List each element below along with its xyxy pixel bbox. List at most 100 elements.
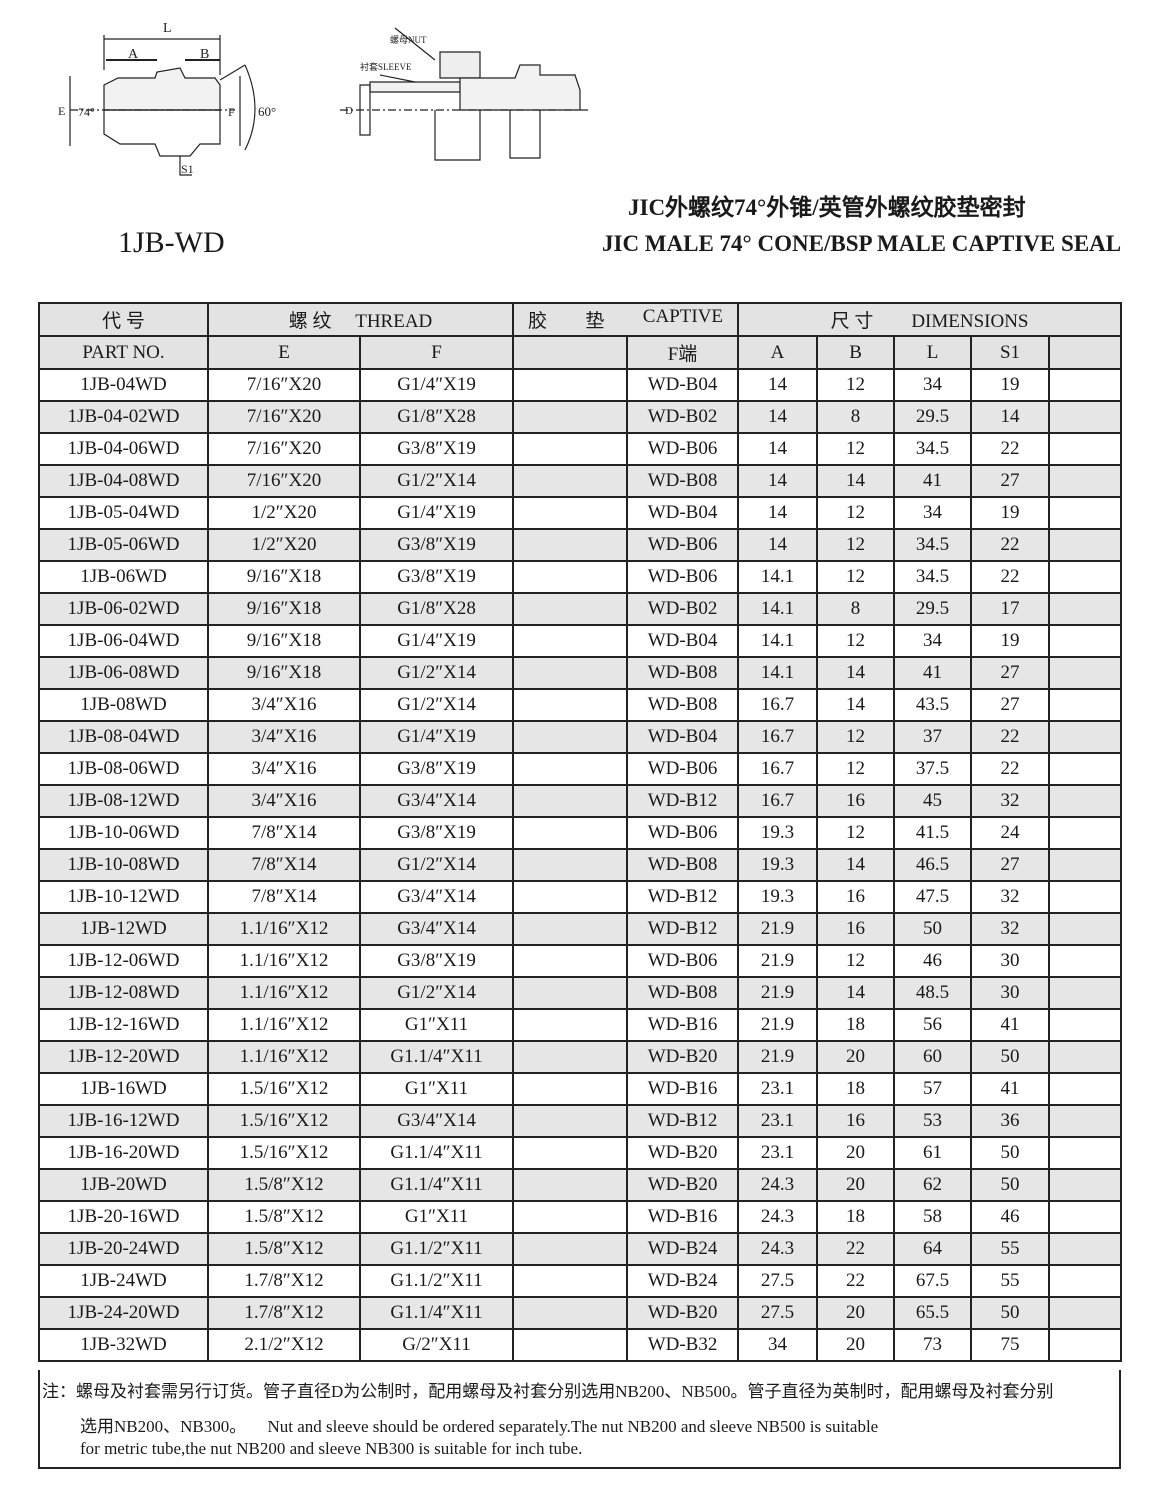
cell-dim-a: 21.9: [737, 944, 819, 978]
cell-empty: [512, 1040, 629, 1074]
cell-thread-f: G3/8″X19: [358, 560, 515, 594]
cell-empty: [512, 592, 629, 626]
header-captive-en: CAPTIVE: [642, 306, 724, 327]
cell-thread-f: G1/8″X28: [358, 400, 515, 434]
cell-empty: [1048, 496, 1123, 530]
cell-thread-e: 7/16″X20: [207, 368, 361, 402]
cell-thread-e: 3/4″X16: [207, 784, 361, 818]
cell-empty: [1048, 1296, 1123, 1330]
cell-part-no: 1JB-16-12WD: [38, 1104, 209, 1138]
cell-part-no: 1JB-05-06WD: [38, 528, 209, 562]
cell-dim-s1: 22: [970, 560, 1051, 594]
cell-captive-f-end: WD-B06: [626, 432, 740, 466]
cell-empty: [512, 1008, 629, 1042]
label-L: L: [163, 21, 172, 36]
cell-thread-e: 3/4″X16: [207, 752, 361, 786]
cell-thread-e: 1/2″X20: [207, 528, 361, 562]
cell-dim-l: 41.5: [893, 816, 973, 850]
cell-dim-a: 21.9: [737, 912, 819, 946]
cell-dim-b: 18: [816, 1072, 896, 1106]
cell-dim-s1: 32: [970, 784, 1051, 818]
cell-empty: [512, 368, 629, 402]
cell-dim-s1: 46: [970, 1200, 1051, 1234]
cell-thread-f: G3/4″X14: [358, 1104, 515, 1138]
cell-empty: [1048, 720, 1123, 754]
cell-thread-e: 1.1/16″X12: [207, 1040, 361, 1074]
cell-captive-f-end: WD-B02: [626, 400, 740, 434]
cell-empty: [1048, 592, 1123, 626]
cell-empty: [1048, 400, 1123, 434]
cell-dim-l: 43.5: [893, 688, 973, 722]
cell-empty: [1048, 624, 1123, 658]
cell-thread-e: 3/4″X16: [207, 688, 361, 722]
note-line-1: 注：螺母及衬套需另行订货。管子直径D为公制时，配用螺母及衬套分别选用NB200、…: [42, 1382, 1054, 1401]
table-row: 1JB-16-20WD 1.5/16″X12 G1.1/4″X11 WD-B20 23.…: [38, 1136, 1123, 1170]
cell-empty: [512, 720, 629, 754]
cell-thread-e: 9/16″X18: [207, 560, 361, 594]
cell-thread-f: G1/4″X19: [358, 496, 515, 530]
cell-dim-b: 20: [816, 1040, 896, 1074]
cell-thread-f: G1.1/2″X11: [358, 1232, 515, 1266]
cell-dim-s1: 22: [970, 720, 1051, 754]
cell-dim-a: 21.9: [737, 976, 819, 1010]
cell-empty: [1048, 1040, 1123, 1074]
cell-thread-f: G3/8″X19: [358, 528, 515, 562]
cell-captive-f-end: WD-B08: [626, 656, 740, 690]
cell-thread-f: G1/4″X19: [358, 368, 515, 402]
cell-part-no: 1JB-20WD: [38, 1168, 209, 1202]
header-F: F: [358, 335, 515, 370]
cell-captive-f-end: WD-B20: [626, 1296, 740, 1330]
label-E: E: [58, 104, 65, 118]
cell-dim-s1: 14: [970, 400, 1051, 434]
cell-empty: [512, 1168, 629, 1202]
cell-empty: [512, 1104, 629, 1138]
cell-dim-a: 19.3: [737, 816, 819, 850]
cell-empty: [512, 912, 629, 946]
cell-dim-l: 50: [893, 912, 973, 946]
cell-captive-f-end: WD-B16: [626, 1008, 740, 1042]
cell-captive-f-end: WD-B04: [626, 624, 740, 658]
cell-dim-a: 34: [737, 1328, 819, 1362]
cell-part-no: 1JB-08-12WD: [38, 784, 209, 818]
table-row: 1JB-06-04WD 9/16″X18 G1/4″X19 WD-B04 14.1 12 3…: [38, 624, 1123, 658]
header-thread-en: THREAD: [355, 311, 433, 332]
cell-captive-f-end: WD-B20: [626, 1168, 740, 1202]
cell-dim-s1: 55: [970, 1232, 1051, 1266]
cell-dim-b: 16: [816, 784, 896, 818]
cell-dim-s1: 30: [970, 944, 1051, 978]
cell-dim-s1: 41: [970, 1072, 1051, 1106]
header-part-no: PART NO.: [38, 335, 209, 370]
cell-dim-l: 45: [893, 784, 973, 818]
cell-dim-b: 14: [816, 464, 896, 498]
cell-thread-f: G1.1/4″X11: [358, 1296, 515, 1330]
cell-empty: [1048, 1200, 1123, 1234]
cell-part-no: 1JB-08WD: [38, 688, 209, 722]
cell-dim-s1: 50: [970, 1040, 1051, 1074]
cell-thread-e: 1.7/8″X12: [207, 1296, 361, 1330]
cell-captive-f-end: WD-B08: [626, 688, 740, 722]
table-row: 1JB-12-06WD 1.1/16″X12 G3/8″X19 WD-B06 21.9 1…: [38, 944, 1123, 978]
cell-dim-b: 12: [816, 368, 896, 402]
table-row: 1JB-08WD 3/4″X16 G1/2″X14 WD-B08 16.7 14 43.5 2…: [38, 688, 1123, 722]
header-dim-cn: 尺 寸: [830, 311, 874, 332]
table-row: 1JB-12-20WD 1.1/16″X12 G1.1/4″X11 WD-B20 21.…: [38, 1040, 1123, 1074]
cell-dim-b: 16: [816, 912, 896, 946]
label-sleeve: 衬套SLEEVE: [360, 61, 412, 72]
cell-captive-f-end: WD-B12: [626, 1104, 740, 1138]
cell-captive-f-end: WD-B24: [626, 1264, 740, 1298]
table-row: 1JB-10-08WD 7/8″X14 G1/2″X14 WD-B08 19.3 14 46…: [38, 848, 1123, 882]
cell-dim-a: 16.7: [737, 688, 819, 722]
cell-part-no: 1JB-10-06WD: [38, 816, 209, 850]
cell-dim-s1: 27: [970, 688, 1051, 722]
fitting-dimension-drawing: L A B E 74° F 60° S1 螺母NUT 衬套SLEEVE D: [58, 21, 590, 176]
cell-thread-e: 1.1/16″X12: [207, 944, 361, 978]
cell-dim-b: 14: [816, 848, 896, 882]
cell-captive-f-end: WD-B02: [626, 592, 740, 626]
cell-thread-e: 1.5/8″X12: [207, 1168, 361, 1202]
cell-captive-f-end: WD-B04: [626, 720, 740, 754]
cell-dim-a: 23.1: [737, 1072, 819, 1106]
cell-thread-e: 1.1/16″X12: [207, 976, 361, 1010]
cell-thread-e: 9/16″X18: [207, 592, 361, 626]
label-F: F: [228, 105, 235, 119]
cell-thread-f: G1/4″X19: [358, 720, 515, 754]
